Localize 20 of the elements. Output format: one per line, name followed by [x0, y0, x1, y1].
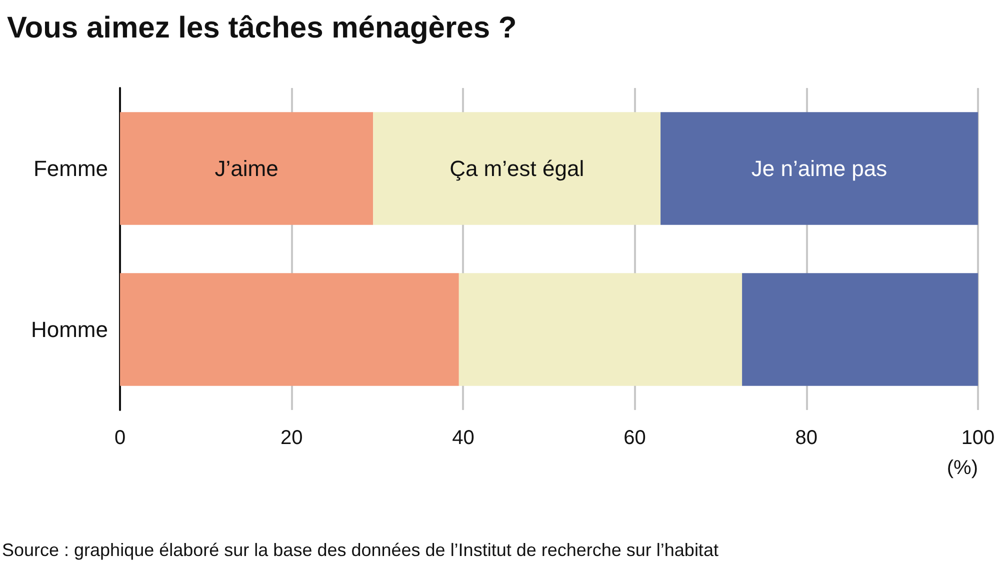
bar	[458, 273, 742, 386]
bar	[660, 112, 978, 225]
x-tick-label: 0	[114, 427, 126, 449]
series-label: Je n’aime pas	[751, 156, 888, 181]
chart-title: Vous aimez les tâches ménagères ?	[7, 12, 517, 44]
y-tick-label: Femme	[33, 156, 108, 181]
x-tick-label: 80	[795, 427, 818, 449]
series-label: Ça m’est égal	[450, 156, 584, 181]
y-tick-label: Homme	[30, 317, 108, 342]
x-tick-label: 100	[961, 427, 995, 449]
x-tick-label: 60	[624, 427, 646, 449]
x-tick-label: 40	[452, 427, 474, 449]
source-note: Source : graphique élaboré sur la base des données de l’Institut de recherche sur l’habitat	[2, 540, 718, 560]
bar	[120, 273, 459, 386]
bar	[742, 273, 978, 386]
bar	[373, 112, 661, 225]
x-tick-label: 20	[280, 427, 303, 449]
series-label: J’aime	[214, 156, 278, 181]
bar	[120, 112, 374, 225]
x-axis-title: (%)	[946, 457, 978, 479]
